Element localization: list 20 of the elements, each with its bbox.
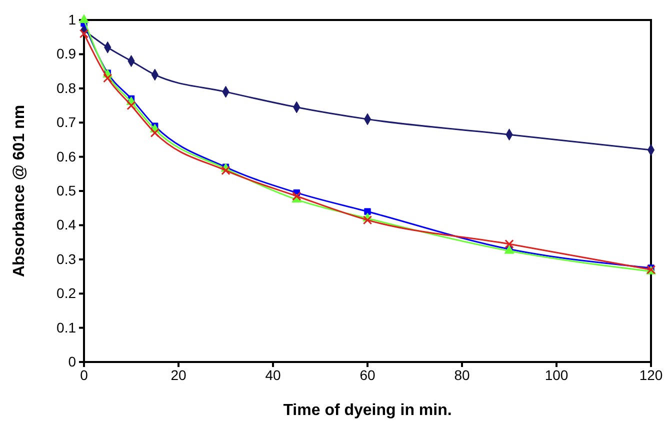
y-tick-label: 0.1 xyxy=(56,319,76,336)
y-tick-label: 0.2 xyxy=(56,285,76,302)
x-axis-title: Time of dyeing in min. xyxy=(283,402,452,419)
y-tick-label: 0.6 xyxy=(56,148,76,164)
x-tick-label: 20 xyxy=(170,366,186,383)
y-tick-label: 0.9 xyxy=(56,46,76,62)
y-tick-label: 0.8 xyxy=(56,80,76,96)
y-axis-title: Absorbance @ 601 nm xyxy=(11,104,28,278)
x-tick-label: 100 xyxy=(544,366,568,383)
y-tick-label: 1 xyxy=(68,11,76,28)
x-tick-label: 0 xyxy=(80,366,88,383)
y-tick-label: 0 xyxy=(68,353,76,370)
x-tick-label: 120 xyxy=(639,366,663,383)
x-tick-label: 40 xyxy=(265,366,281,383)
x-tick-label: 80 xyxy=(454,366,470,383)
y-tick-label: 0.4 xyxy=(56,216,76,233)
x-tick-label: 60 xyxy=(360,366,376,383)
y-tick-label: 0.5 xyxy=(56,182,76,198)
y-tick-label: 0.7 xyxy=(56,114,76,130)
y-tick-label: 0.3 xyxy=(56,250,76,267)
